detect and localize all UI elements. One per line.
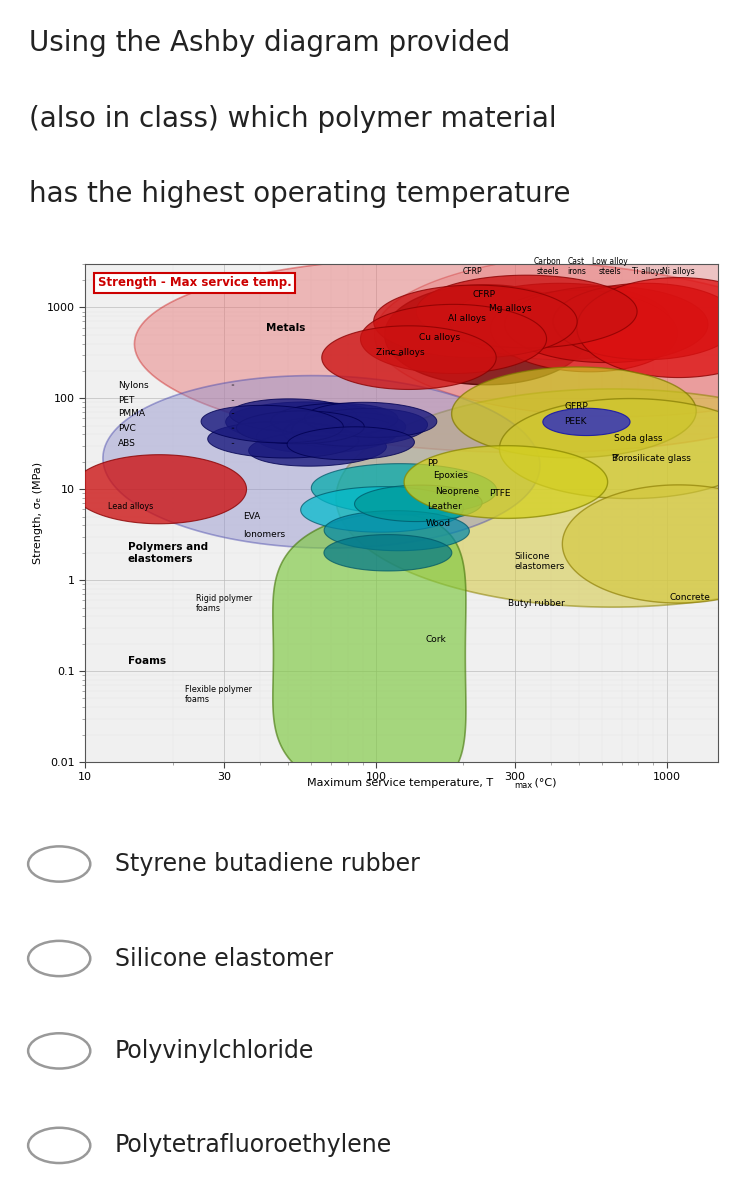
Text: Borosilicate glass: Borosilicate glass (612, 454, 690, 462)
Text: Ti alloys: Ti alloys (632, 268, 663, 276)
Polygon shape (273, 512, 466, 797)
Polygon shape (271, 403, 398, 437)
Polygon shape (305, 402, 437, 437)
Polygon shape (237, 410, 364, 444)
Text: PET: PET (118, 396, 135, 404)
Text: Butyl rubber: Butyl rubber (508, 599, 565, 608)
Text: Rigid polymer
foams: Rigid polymer foams (195, 594, 252, 613)
Text: PEEK: PEEK (565, 416, 587, 426)
Polygon shape (543, 408, 630, 436)
Text: PTFE: PTFE (489, 488, 511, 498)
Polygon shape (287, 427, 414, 460)
Text: has the highest operating temperature: has the highest operating temperature (30, 180, 571, 208)
Text: Silicone
elastomers: Silicone elastomers (514, 552, 565, 571)
Polygon shape (374, 286, 577, 358)
Polygon shape (562, 485, 740, 604)
Text: Ni alloys: Ni alloys (662, 268, 695, 276)
Text: Neoprene: Neoprene (435, 487, 480, 496)
Text: CFRP: CFRP (462, 268, 482, 276)
Polygon shape (312, 463, 497, 515)
Polygon shape (491, 290, 677, 372)
Text: Lead alloys: Lead alloys (108, 502, 153, 511)
Text: Soda glass: Soda glass (614, 434, 662, 443)
Polygon shape (450, 283, 670, 360)
Polygon shape (553, 283, 739, 360)
Text: PVC: PVC (118, 424, 136, 433)
Text: GFRP: GFRP (565, 402, 588, 410)
Text: (°C): (°C) (531, 778, 556, 787)
Text: Cu alloys: Cu alloys (419, 332, 460, 342)
Text: PP: PP (427, 460, 438, 468)
Polygon shape (374, 253, 740, 416)
Polygon shape (103, 376, 540, 548)
Text: max: max (514, 781, 533, 790)
Text: (also in class) which polymer material: (also in class) which polymer material (30, 104, 557, 133)
Polygon shape (385, 284, 588, 385)
Text: Carbon
steels: Carbon steels (534, 257, 562, 276)
Text: Strength - Max service temp.: Strength - Max service temp. (98, 276, 292, 289)
Text: Flexible polymer
foams: Flexible polymer foams (185, 685, 252, 704)
Polygon shape (451, 367, 696, 457)
Polygon shape (201, 406, 343, 443)
Polygon shape (577, 277, 740, 378)
Text: Al alloys: Al alloys (448, 313, 485, 323)
Text: Using the Ashby diagram provided: Using the Ashby diagram provided (30, 29, 511, 58)
Text: Mg alloys: Mg alloys (489, 304, 531, 313)
Text: Foams: Foams (127, 655, 166, 666)
Text: Silicone elastomer: Silicone elastomer (115, 947, 333, 971)
Polygon shape (404, 445, 608, 518)
Text: Concrete: Concrete (669, 593, 710, 601)
Text: Polytetrafluoroethylene: Polytetrafluoroethylene (115, 1133, 392, 1157)
Text: Zinc alloys: Zinc alloys (376, 348, 425, 356)
Text: Wood: Wood (425, 518, 451, 528)
Polygon shape (135, 257, 740, 452)
Text: Styrene butadiene rubber: Styrene butadiene rubber (115, 852, 420, 876)
Polygon shape (336, 389, 740, 607)
Polygon shape (416, 275, 637, 348)
Polygon shape (505, 287, 708, 362)
Polygon shape (72, 455, 246, 523)
Polygon shape (283, 413, 406, 448)
Polygon shape (249, 431, 386, 466)
Text: PMMA: PMMA (118, 409, 145, 418)
Polygon shape (500, 398, 740, 498)
Y-axis label: Strength, σₑ (MPa): Strength, σₑ (MPa) (33, 462, 42, 564)
Text: Maximum service temperature, T: Maximum service temperature, T (306, 778, 493, 787)
Text: Cast
irons: Cast irons (567, 257, 586, 276)
Polygon shape (354, 485, 482, 522)
Polygon shape (360, 305, 547, 373)
Polygon shape (226, 402, 388, 442)
Text: Cork: Cork (425, 636, 446, 644)
Polygon shape (229, 398, 357, 432)
Polygon shape (256, 415, 398, 454)
Text: Epoxies: Epoxies (434, 472, 468, 480)
Text: Low alloy
steels: Low alloy steels (593, 257, 628, 276)
Text: Leather: Leather (427, 502, 462, 511)
Text: Ionomers: Ionomers (243, 529, 286, 539)
Polygon shape (292, 408, 428, 446)
Polygon shape (322, 326, 497, 390)
Text: Nylons: Nylons (118, 380, 149, 390)
Text: Polyvinylchloride: Polyvinylchloride (115, 1039, 314, 1063)
Polygon shape (208, 421, 359, 458)
Text: CFRP: CFRP (473, 289, 496, 299)
Polygon shape (324, 511, 469, 551)
Polygon shape (324, 534, 452, 571)
Text: Polymers and
elastomers: Polymers and elastomers (127, 541, 208, 564)
Text: ABS: ABS (118, 439, 136, 448)
Polygon shape (300, 487, 463, 532)
Text: EVA: EVA (243, 512, 260, 521)
Text: Metals: Metals (266, 323, 306, 332)
